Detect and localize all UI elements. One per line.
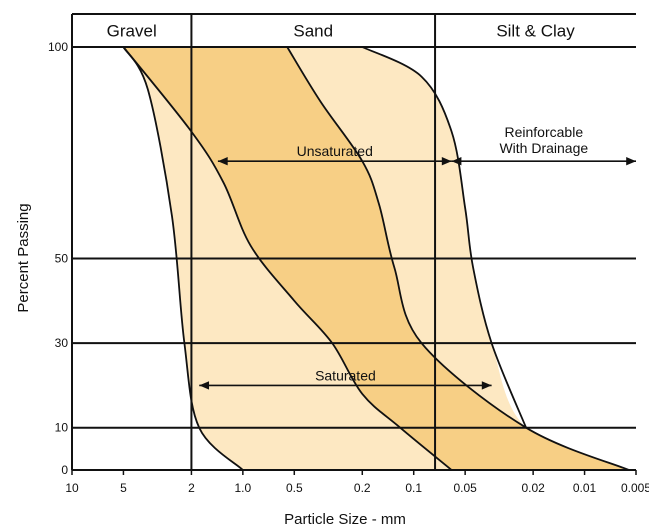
curve-a	[122, 46, 244, 471]
curve-b	[122, 46, 453, 471]
grid-lines	[71, 14, 636, 471]
unsaturated-arrow-head-right	[441, 157, 452, 166]
curve-d	[361, 46, 527, 429]
y-tick-label-30: 30	[55, 336, 69, 350]
reinforcable-with-drainage-label-line-1: Reinforcable	[505, 124, 584, 140]
curves-group	[122, 46, 630, 471]
x-tick-label-10: 10	[65, 481, 79, 495]
unsaturated-label: Unsaturated	[297, 143, 373, 159]
y-tick-label-0: 0	[61, 463, 68, 477]
y-tick-label-50: 50	[55, 252, 69, 266]
x-tick-label-0.5: 0.5	[286, 481, 303, 495]
y-tick-label-100: 100	[48, 40, 68, 54]
x-axis-title: Particle Size - mm	[284, 511, 406, 528]
reinforcable-with-drainage-label-line-2: With Drainage	[499, 140, 588, 156]
saturated-arrow-head-left	[199, 381, 210, 390]
x-tick-label-0.01: 0.01	[573, 481, 597, 495]
saturated-arrow-head-right	[481, 381, 492, 390]
tick-labels: 10 5 2 1.0 0.5 0.2 0.1 0.05 0.02 0.01 0.0051005030…	[48, 40, 649, 495]
axis-titles: Particle Size - mm Percent Passing	[15, 203, 406, 528]
zone-label-sand: Sand	[293, 22, 333, 41]
x-tick-label-2: 2	[188, 481, 195, 495]
soil-class-header: Gravel Sand Silt & Clay	[72, 13, 636, 41]
x-tick-label-1.0: 1.0	[235, 481, 252, 495]
saturated-label: Saturated	[315, 367, 376, 383]
x-tick-label-0.1: 0.1	[405, 481, 422, 495]
reinforcable-with-drainage-arrow-head-left	[451, 157, 462, 166]
x-tick-label-0.02: 0.02	[521, 481, 545, 495]
x-tick-label-5: 5	[120, 481, 127, 495]
unsaturated-arrow-head-left	[217, 157, 228, 166]
x-tick-label-0.2: 0.2	[354, 481, 371, 495]
y-tick-label-10: 10	[55, 421, 69, 435]
zone-label-silt-clay: Silt & Clay	[496, 22, 575, 41]
reinforcable-with-drainage-arrow-head-right	[626, 157, 636, 166]
zone-label-gravel: Gravel	[107, 22, 157, 41]
x-tick-label-0.05: 0.05	[453, 481, 477, 495]
y-axis-title: Percent Passing	[15, 203, 32, 312]
x-tick-label-0.005: 0.005	[621, 481, 649, 495]
